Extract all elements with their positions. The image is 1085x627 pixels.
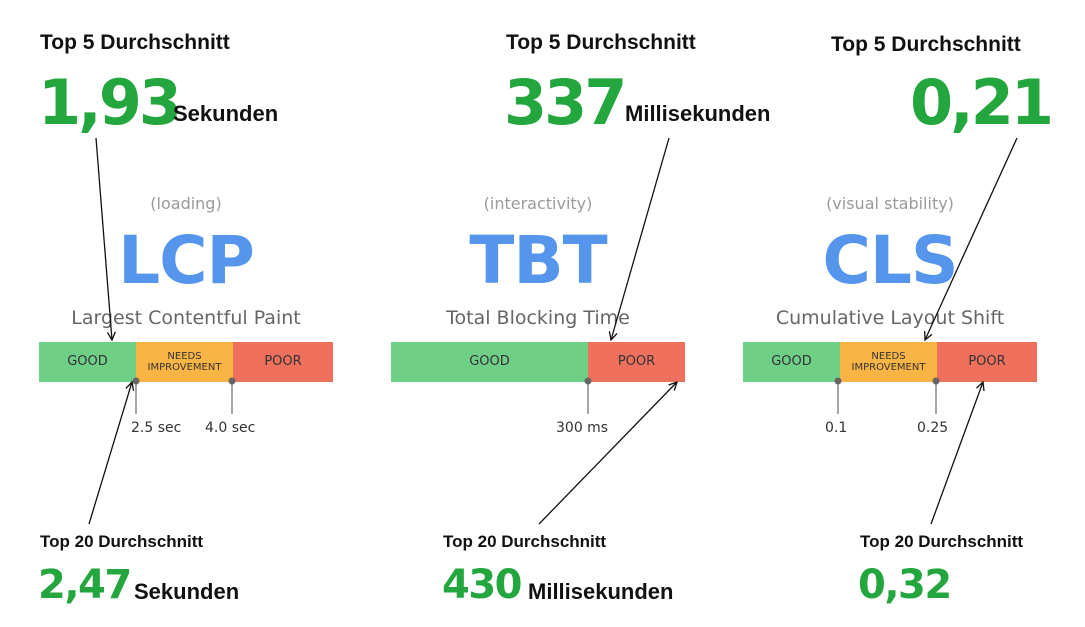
metric-abbreviation: TBT [469,222,607,299]
segment-poor: POOR [233,342,333,382]
top5-arrow [611,137,670,340]
segment-needs-improvement: NEEDS IMPROVEMENT [136,342,233,382]
subtitle: (loading) [150,194,222,213]
top5-label: Top 5 Durchschnitt [831,33,1021,56]
threshold-bar: GOOD NEEDS IMPROVEMENT POOR [39,342,333,382]
segment-poor: POOR [588,342,685,382]
threshold-bar: GOOD POOR [391,342,685,382]
threshold-label: 2.5 sec [131,420,182,436]
top5-label: Top 5 Durchschnitt [40,31,230,54]
segment-needs-improvement: NEEDS IMPROVEMENT [840,342,937,382]
threshold-label: 0.25 [917,420,949,436]
top20-value: 0,32 [858,562,952,608]
threshold-label: 300 ms [556,420,609,436]
top5-arrow [95,137,112,340]
threshold-bar: GOOD NEEDS IMPROVEMENT POOR [743,342,1037,382]
metric-full-name: Total Blocking Time [446,307,630,329]
subtitle: (visual stability) [826,194,954,213]
subtitle: (interactivity) [483,194,593,213]
top20-unit: Sekunden [134,579,240,604]
top20-arrow [930,382,983,525]
top20-value: 2,47 [38,562,132,608]
threshold-dot [132,377,140,385]
top20-value: 430 [442,562,523,608]
threshold-dot [834,377,842,385]
segment-poor: POOR [937,342,1037,382]
segment-good: GOOD [391,342,588,382]
threshold-dot [932,377,940,385]
top5-value: 1,93 [38,66,182,139]
segment-good: GOOD [39,342,136,382]
top20-unit: Millisekunden [528,579,674,604]
top5-value: 337 [504,66,627,139]
top5-unit: Sekunden [173,101,279,126]
top5-label: Top 5 Durchschnitt [506,31,696,54]
threshold-dot [584,377,592,385]
top20-arrow [538,382,677,525]
top5-unit: Millisekunden [625,101,771,126]
metric-full-name: Largest Contentful Paint [71,307,301,329]
top5-value: 0,21 [910,66,1054,139]
metric-abbreviation: LCP [118,222,255,299]
top5-arrow [925,137,1018,340]
threshold-label: 0.1 [825,420,848,436]
top20-label: Top 20 Durchschnitt [40,532,204,551]
top20-label: Top 20 Durchschnitt [443,532,607,551]
threshold-dot [228,377,236,385]
threshold-label: 4.0 sec [205,420,256,436]
segment-good: GOOD [743,342,840,382]
metric-abbreviation: CLS [822,222,958,299]
metric-full-name: Cumulative Layout Shift [775,307,1005,329]
top20-label: Top 20 Durchschnitt [860,532,1024,551]
top20-arrow [88,382,132,525]
